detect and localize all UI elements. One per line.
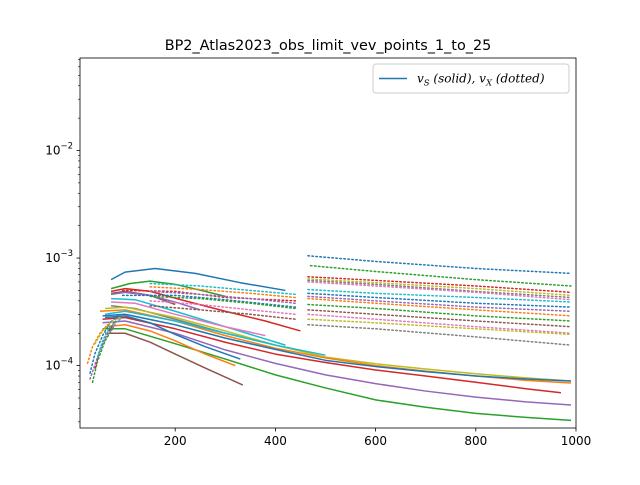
vs-solid-line-17 — [104, 323, 236, 367]
vs-solid-line-15 — [105, 332, 244, 386]
vx-dotted-line-46 — [94, 316, 121, 345]
vx-dotted-line-19 — [309, 264, 572, 287]
vx-dotted-line-37 — [149, 290, 297, 305]
y-tick-label-2: 10−2 — [45, 142, 73, 158]
vs-solid-line-16 — [104, 315, 241, 360]
vx-dotted-line-23 — [307, 281, 572, 301]
vs-solid-line-8 — [104, 306, 572, 382]
vx-dotted-line-43 — [91, 328, 114, 384]
legend: vS (solid), vX (dotted) — [372, 63, 570, 94]
vx-dotted-line-45 — [89, 323, 116, 380]
axes-layer: 200 400 600 800 1000 10−4 10−3 10−2 — [45, 57, 592, 448]
vs-solid-line-10 — [102, 313, 572, 382]
vs-solid-line-6 — [111, 301, 266, 337]
vx-dotted-line-47 — [96, 318, 121, 358]
vx-dotted-line-22 — [307, 279, 572, 299]
legend-label: vS (solid), vX (dotted) — [417, 72, 545, 89]
vx-dotted-line-36 — [149, 286, 297, 299]
vx-dotted-line-20 — [307, 276, 572, 294]
vx-dotted-line-31 — [307, 318, 572, 336]
vx-dotted-line-35 — [149, 282, 297, 296]
legend-box — [372, 63, 570, 94]
series-layer — [86, 255, 572, 422]
vx-dotted-line-28 — [307, 303, 572, 322]
vx-dotted-line-25 — [307, 292, 572, 308]
vx-dotted-line-27 — [307, 297, 572, 317]
vs-solid-line-5 — [111, 297, 286, 346]
vx-dotted-line-40 — [149, 305, 297, 320]
vx-dotted-line-26 — [307, 295, 572, 313]
vs-solid-line-3 — [110, 287, 301, 332]
vx-dotted-line-42 — [86, 323, 109, 365]
vs-solid-line-12 — [102, 320, 572, 406]
vx-dotted-line-34 — [121, 294, 297, 308]
chart-title: BP2_Atlas2023_obs_limit_vev_points_1_to_… — [165, 38, 492, 54]
vx-dotted-line-21 — [307, 278, 572, 297]
x-tick-label-4: 1000 — [561, 434, 592, 448]
vx-dotted-line-38 — [149, 295, 297, 310]
vx-dotted-line-24 — [307, 288, 572, 303]
vs-solid-line-14 — [104, 310, 326, 356]
vs-solid-line-0 — [110, 267, 286, 292]
plot-frame — [79, 57, 577, 429]
x-tick-label-3: 800 — [464, 434, 487, 448]
x-tick-label-1: 400 — [264, 434, 287, 448]
y-tick-label-0: 10−4 — [45, 357, 73, 373]
vx-dotted-line-18 — [307, 255, 572, 275]
vx-dotted-line-39 — [149, 300, 297, 316]
vs-solid-line-11 — [102, 316, 562, 394]
vs-solid-line-13 — [102, 328, 572, 422]
vx-dotted-line-32 — [307, 323, 572, 346]
vx-dotted-line-29 — [307, 309, 572, 328]
y-tick-label-1: 10−3 — [45, 249, 73, 265]
vs-solid-line-1 — [110, 280, 226, 298]
vx-dotted-line-30 — [307, 313, 572, 334]
vx-dotted-line-41 — [89, 315, 119, 374]
x-tick-label-0: 200 — [164, 434, 187, 448]
x-tick-label-2: 600 — [364, 434, 387, 448]
